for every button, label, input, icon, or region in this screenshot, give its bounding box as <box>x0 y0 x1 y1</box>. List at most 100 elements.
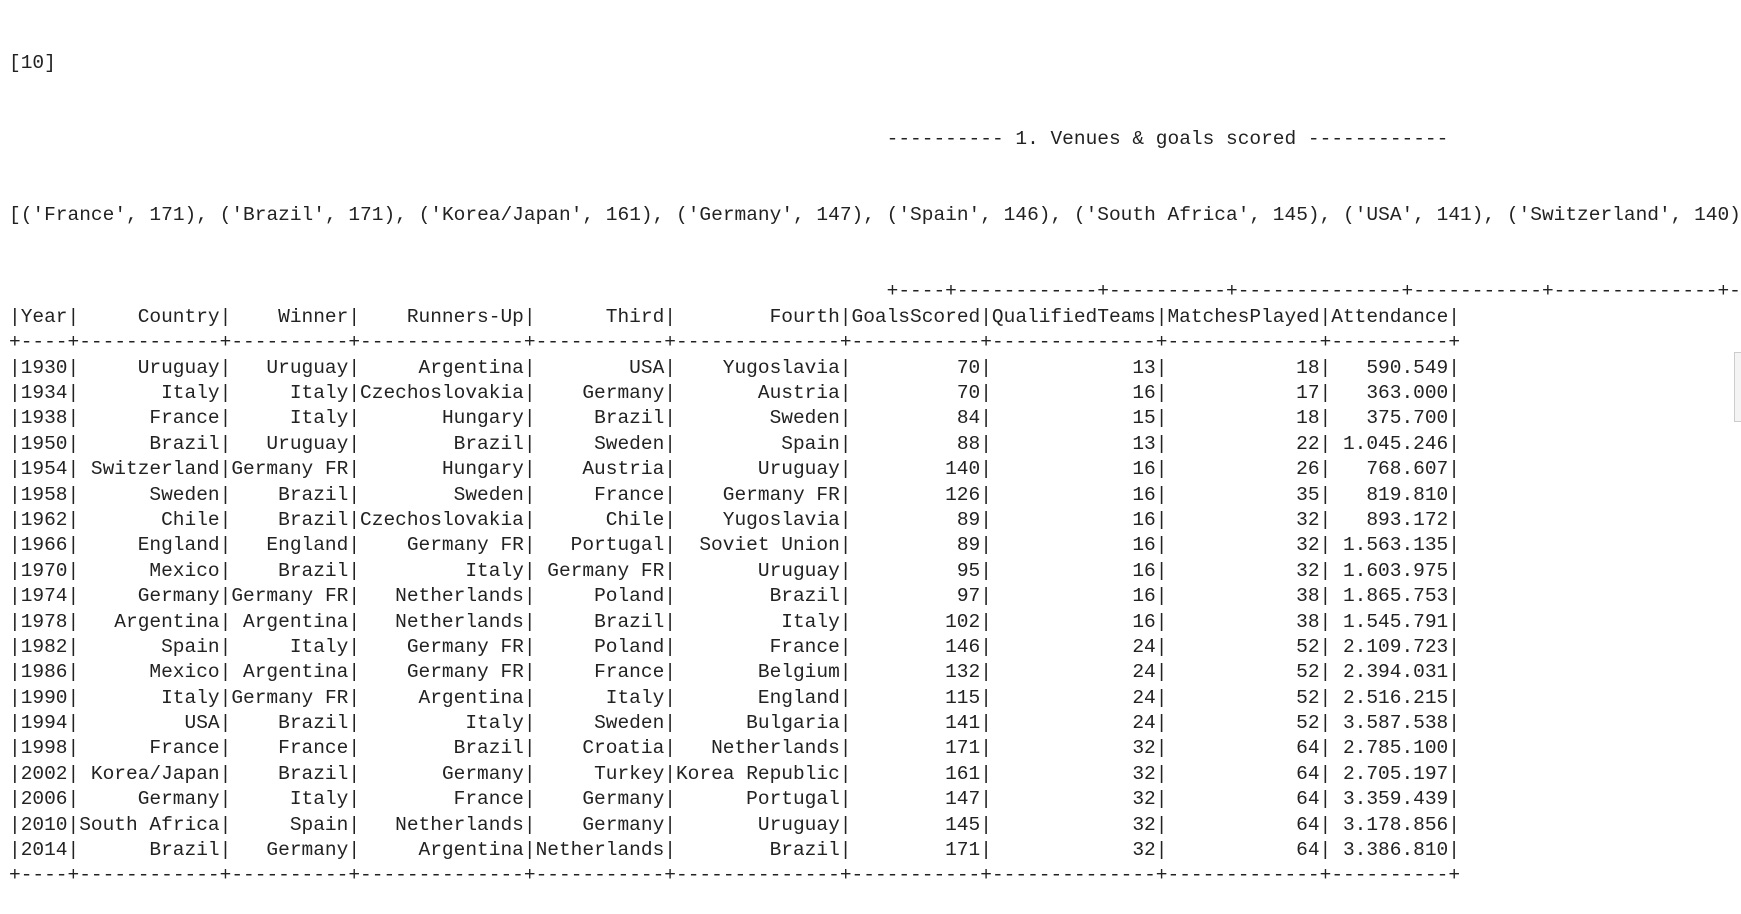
table-cell: 13 <box>1132 432 1156 455</box>
table-cell: 1990 <box>20 686 68 709</box>
list-output: [('France', 171), ('Brazil', 171), ('Kor… <box>9 204 1741 227</box>
table-cell: 16 <box>1132 585 1156 608</box>
table-cell: 161 <box>945 762 981 785</box>
table-cell: Poland <box>594 585 665 608</box>
table-cell: 16 <box>1132 610 1156 633</box>
table-cell: Germany <box>582 381 665 404</box>
table-cell: South Africa <box>79 813 220 836</box>
table-cell: 32 <box>1132 839 1156 862</box>
table-row: |1950| Brazil| Uruguay| Brazil| Sweden| Spain… <box>9 432 1741 457</box>
table-cell: Mexico <box>149 559 220 582</box>
table-cell: Spain <box>161 635 220 658</box>
table-row: |1930| Uruguay| Uruguay| Argentina| USA| Yugo… <box>9 356 1741 381</box>
table-cell: USA <box>629 356 665 379</box>
table-cell: Brazil <box>278 508 349 531</box>
scrollbar[interactable] <box>1734 352 1741 422</box>
table-cell: 52 <box>1296 635 1320 658</box>
table-cell: Chile <box>605 508 665 531</box>
table-cell: Germany <box>582 788 665 811</box>
table-cell: Germany <box>582 813 665 836</box>
table-cell: 16 <box>1132 559 1156 582</box>
table-cell: 26 <box>1296 458 1320 481</box>
table-cell: Uruguay <box>266 432 349 455</box>
table-cell: 1974 <box>20 585 68 608</box>
table-cell: 1938 <box>20 407 68 430</box>
table-cell: Italy <box>289 381 349 404</box>
table-cell: 32 <box>1132 788 1156 811</box>
prompt: [10] <box>9 51 56 74</box>
table-cell: Sweden <box>149 483 220 506</box>
text-table: +----+------------+----------+----------… <box>9 279 1741 888</box>
table-row: |1970| Mexico| Brazil| Italy| Germany FR| Uru… <box>9 559 1741 584</box>
table-cell: Netherlands <box>535 839 665 862</box>
table-cell: 145 <box>945 813 981 836</box>
table-cell: England <box>137 534 220 557</box>
table-cell: 32 <box>1132 762 1156 785</box>
table-cell: Germany FR <box>406 635 524 658</box>
table-cell: 24 <box>1132 686 1156 709</box>
table-cell: Argentina <box>418 356 524 379</box>
table-cell: 115 <box>945 686 981 709</box>
table-cell: QualifiedTeams <box>991 305 1156 328</box>
table-cell: Argentina <box>418 839 524 862</box>
table-cell: 38 <box>1296 610 1320 633</box>
table-cell: Brazil <box>594 610 665 633</box>
table-cell: Yugoslavia <box>722 508 840 531</box>
table-cell: Argentina <box>114 610 220 633</box>
table-cell: Third <box>605 305 665 328</box>
table-cell: 1962 <box>20 508 68 531</box>
table-cell: Germany FR <box>406 534 524 557</box>
table-cell: 171 <box>945 737 981 760</box>
table-cell: Germany FR <box>547 559 665 582</box>
table-cell: 64 <box>1296 788 1320 811</box>
table-cell: 32 <box>1132 737 1156 760</box>
table-cell: Germany <box>137 585 220 608</box>
table-cell: Italy <box>465 559 524 582</box>
table-cell: Sweden <box>769 407 840 430</box>
table-cell: Brazil <box>278 483 349 506</box>
table-cell: Brazil <box>149 432 220 455</box>
table-cell: 16 <box>1132 483 1156 506</box>
table-cell: 15 <box>1132 407 1156 430</box>
table-cell: 1930 <box>20 356 68 379</box>
table-cell: Argentina <box>418 686 524 709</box>
table-cell: Uruguay <box>757 813 840 836</box>
table-cell: 52 <box>1296 712 1320 735</box>
table-cell: England <box>757 686 840 709</box>
table-cell: Germany FR <box>406 661 524 684</box>
table-cell: 1.563.135 <box>1342 534 1449 557</box>
table-cell: 1966 <box>20 534 68 557</box>
table-cell: 1994 <box>20 712 68 735</box>
table-cell: MatchesPlayed <box>1167 305 1320 328</box>
table-cell: 102 <box>945 610 981 633</box>
table-row: |2006| Germany| Italy| France| Germany| Portu… <box>9 787 1741 812</box>
table-border: +----+------------+----------+----------… <box>9 331 1461 354</box>
table-cell: Italy <box>289 635 349 658</box>
table-cell: Poland <box>594 635 665 658</box>
table-cell: 768.607 <box>1366 458 1449 481</box>
table-cell: 35 <box>1296 483 1320 506</box>
table-cell: 2010 <box>20 813 68 836</box>
table-cell: 89 <box>956 534 981 557</box>
table-cell: 2.516.215 <box>1342 686 1449 709</box>
table-cell: Sweden <box>594 432 665 455</box>
table-cell: 1954 <box>20 458 68 481</box>
table-cell: Mexico <box>149 661 220 684</box>
table-cell: 2.785.100 <box>1342 737 1449 760</box>
table-cell: Uruguay <box>757 458 840 481</box>
table-cell: 126 <box>945 483 981 506</box>
table-cell: Italy <box>161 686 220 709</box>
table-cell: 24 <box>1132 661 1156 684</box>
table-cell: France <box>149 407 220 430</box>
table-cell: 32 <box>1296 559 1320 582</box>
table-cell: Germany FR <box>722 483 840 506</box>
table-cell: Italy <box>465 712 524 735</box>
table-cell: Hungary <box>441 458 524 481</box>
section-heading: ---------- 1. Venues & goals scored ----… <box>886 128 1449 151</box>
table-cell: Czechoslovakia <box>360 508 524 531</box>
table-cell: Brazil <box>453 432 524 455</box>
table-cell: 64 <box>1296 737 1320 760</box>
table-cell: Yugoslavia <box>722 356 840 379</box>
table-cell: Sweden <box>453 483 524 506</box>
